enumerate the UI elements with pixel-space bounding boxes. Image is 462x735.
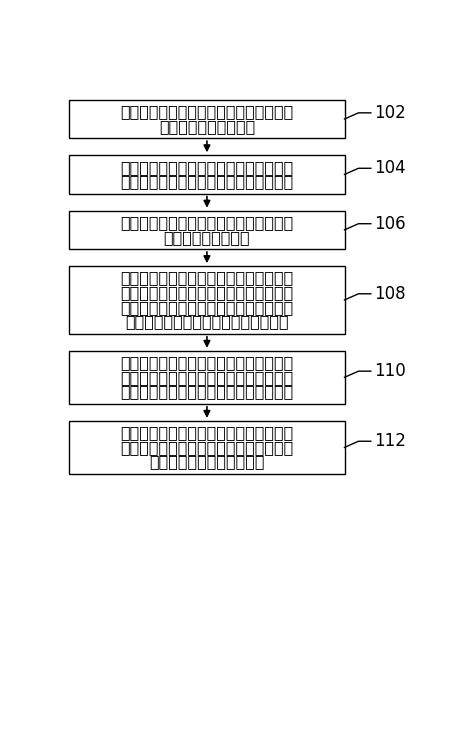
Text: 到可编程逻辑器件上: 到可编程逻辑器件上 — [164, 230, 250, 245]
Text: 根据多级跳点路径对逻辑电路图的逻辑电: 根据多级跳点路径对逻辑电路图的逻辑电 — [120, 426, 293, 440]
Bar — [69, 100, 345, 138]
Text: 路连接关系进行修改，输出与物理电路连: 路连接关系进行修改，输出与物理电路连 — [120, 440, 293, 455]
Bar — [69, 421, 345, 474]
Text: 将所有子集合根据物理电路连接关系分配: 将所有子集合根据物理电路连接关系分配 — [120, 215, 293, 230]
Text: 集合分配方案以及理论集合分配方案中不: 集合分配方案以及理论集合分配方案中不 — [120, 300, 293, 315]
Text: 112: 112 — [374, 432, 406, 451]
Bar — [69, 211, 345, 249]
Text: 104: 104 — [374, 159, 406, 177]
Text: 根据物理电路连接关系和广度优先搜索方: 根据物理电路连接关系和广度优先搜索方 — [120, 370, 293, 385]
Text: 108: 108 — [374, 284, 406, 303]
Text: 辑器件的子集合进行优化调整，得到理论: 辑器件的子集合进行优化调整，得到理论 — [120, 285, 293, 300]
Text: 102: 102 — [374, 104, 406, 122]
Text: 逻辑电路实例进行聚类，得到多个子集合: 逻辑电路实例进行聚类，得到多个子集合 — [120, 174, 293, 189]
Text: 关系以及理论设计文件: 关系以及理论设计文件 — [159, 119, 255, 134]
Bar — [69, 155, 345, 194]
Text: 法查找加权最短路径，构建多级跳点路径: 法查找加权最短路径，构建多级跳点路径 — [120, 384, 293, 399]
Text: 110: 110 — [374, 362, 406, 380]
Text: 接关系对应的实际设计文件: 接关系对应的实际设计文件 — [149, 454, 265, 470]
Bar — [69, 351, 345, 404]
Text: 根据物理电路连接关系对分配给可编程逻: 根据物理电路连接关系对分配给可编程逻 — [120, 270, 293, 285]
Text: 符合物理电路连接关系的违规连接列表: 符合物理电路连接关系的违规连接列表 — [125, 315, 289, 329]
Text: 106: 106 — [374, 215, 406, 233]
Text: 获取可编程逻辑器件之间的物理电路连接: 获取可编程逻辑器件之间的物理电路连接 — [120, 104, 293, 119]
Text: 针对违规连接列表中的各逻辑电路实例，: 针对违规连接列表中的各逻辑电路实例， — [120, 355, 293, 370]
Text: 根据逻辑电路连接关系对逻辑电路图中的: 根据逻辑电路连接关系对逻辑电路图中的 — [120, 159, 293, 175]
Bar — [69, 266, 345, 334]
